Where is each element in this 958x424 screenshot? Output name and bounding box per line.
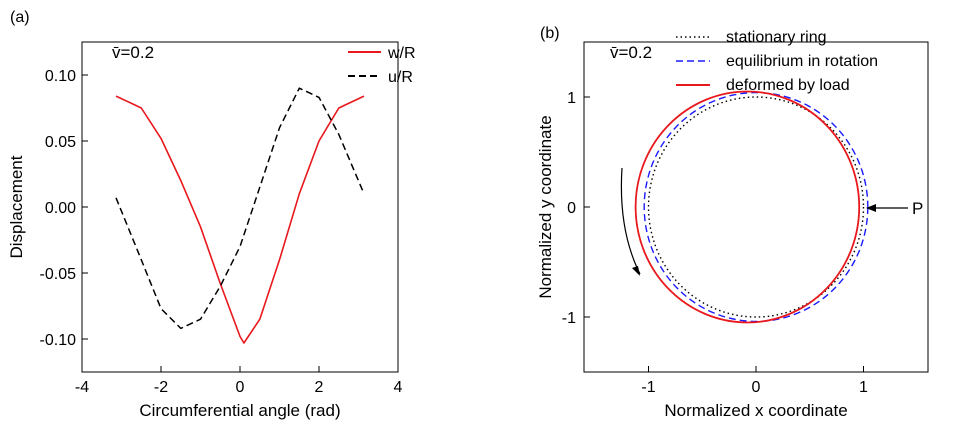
panel-a-xlabel: Circumferential angle (rad) bbox=[139, 401, 340, 420]
panel-a-ylabel: Displacement bbox=[7, 155, 26, 258]
panel-a-y-tick-label: 0.00 bbox=[45, 200, 76, 217]
panel-a-legend: w/R u/R bbox=[348, 45, 416, 86]
panel-a-x-tick-label: 0 bbox=[236, 379, 245, 396]
rotation-arrow bbox=[620, 167, 641, 275]
panel-b-x-tick-label: -1 bbox=[641, 379, 655, 396]
panel-a-x-tick-label: -4 bbox=[75, 379, 89, 396]
panel-b-ylabel: Normalized y coordinate bbox=[536, 115, 555, 298]
panel-b-y-tick-label: -1 bbox=[562, 310, 576, 327]
panel-a-x-ticks: -4 -2 0 2 4 bbox=[75, 366, 403, 396]
panel-a-x-tick-label: 4 bbox=[394, 379, 403, 396]
stationary-ring-curve bbox=[647, 96, 865, 318]
panel-a: (a) -4 -2 0 2 4 -0.10 -0.05 0.00 0.05 0.10 v̄=0.… bbox=[7, 9, 416, 420]
legend-label-stationary: stationary ring bbox=[726, 29, 827, 46]
panel-b-label: (b) bbox=[540, 25, 560, 42]
panel-b-series bbox=[634, 90, 869, 324]
panel-b-x-tick-label: 1 bbox=[859, 379, 868, 396]
panel-a-y-tick-label: 0.05 bbox=[45, 134, 76, 151]
panel-a-plot-frame bbox=[81, 41, 399, 373]
panel-a-label: (a) bbox=[10, 9, 30, 26]
panel-a-y-ticks: -0.10 -0.05 0.00 0.05 0.10 bbox=[40, 68, 88, 349]
deformed-by-load-curve bbox=[634, 90, 861, 324]
panel-b-legend: stationary ring equilibrium in rotation … bbox=[676, 29, 878, 94]
panel-b: (b) -1 0 1 -1 0 1 v̄=0.2 stationary ring equ… bbox=[536, 25, 929, 420]
panel-b-x-tick-label: 0 bbox=[752, 379, 761, 396]
series-w-line bbox=[115, 95, 365, 344]
panel-b-x-ticks: -1 0 1 bbox=[641, 366, 868, 396]
panel-a-x-tick-label: -2 bbox=[154, 379, 168, 396]
panel-b-y-tick-label: 0 bbox=[567, 200, 576, 217]
panel-b-annotation: v̄=0.2 bbox=[610, 43, 652, 62]
legend-label-deformed: deformed by load bbox=[726, 77, 850, 94]
legend-label-u: u/R bbox=[388, 69, 413, 86]
series-u-line bbox=[115, 87, 365, 330]
load-label: P bbox=[912, 199, 923, 218]
panel-b-y-ticks: -1 0 1 bbox=[562, 90, 590, 327]
panel-a-series bbox=[115, 87, 365, 344]
panel-a-annotation: v̄=0.2 bbox=[112, 43, 154, 62]
legend-label-w: w/R bbox=[387, 45, 416, 62]
panel-b-y-tick-label: 1 bbox=[567, 90, 576, 107]
load-arrowhead bbox=[866, 204, 876, 212]
panel-a-y-tick-label: -0.05 bbox=[40, 266, 77, 283]
panel-a-y-tick-label: -0.10 bbox=[40, 332, 77, 349]
legend-label-equilibrium: equilibrium in rotation bbox=[726, 53, 878, 70]
rotation-arrowhead bbox=[632, 266, 640, 276]
panel-a-x-tick-label: 2 bbox=[315, 379, 324, 396]
panel-a-y-tick-label: 0.10 bbox=[45, 68, 76, 85]
equilibrium-rotation-curve bbox=[643, 91, 869, 323]
panel-b-xlabel: Normalized x coordinate bbox=[664, 401, 847, 420]
